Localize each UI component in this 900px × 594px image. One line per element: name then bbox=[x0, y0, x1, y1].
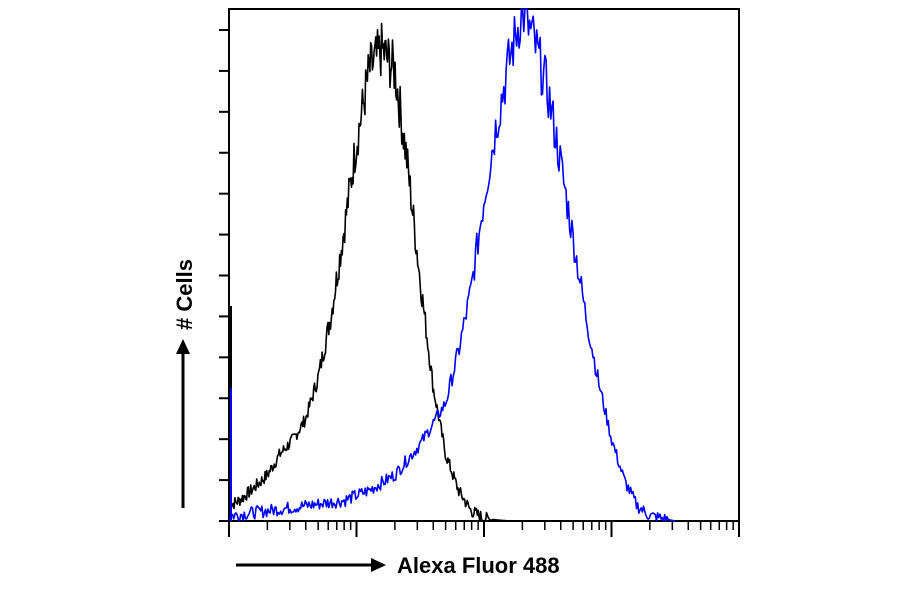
histogram-series-control bbox=[228, 22, 548, 522]
plot-area-border bbox=[228, 8, 740, 522]
plot-frame bbox=[228, 8, 740, 522]
x-axis-label: Alexa Fluor 488 bbox=[397, 553, 560, 578]
y-axis-label: # Cells bbox=[172, 259, 197, 330]
x-axis-arrow-head bbox=[371, 558, 386, 572]
x-axis-arrow bbox=[236, 558, 386, 572]
series-group bbox=[228, 8, 676, 522]
y-axis-arrow-head bbox=[176, 339, 190, 354]
x-axis-ticks bbox=[228, 521, 740, 537]
y-axis-ticks bbox=[219, 29, 229, 522]
y-axis-arrow bbox=[176, 339, 190, 508]
histogram-series-stained bbox=[228, 8, 676, 522]
